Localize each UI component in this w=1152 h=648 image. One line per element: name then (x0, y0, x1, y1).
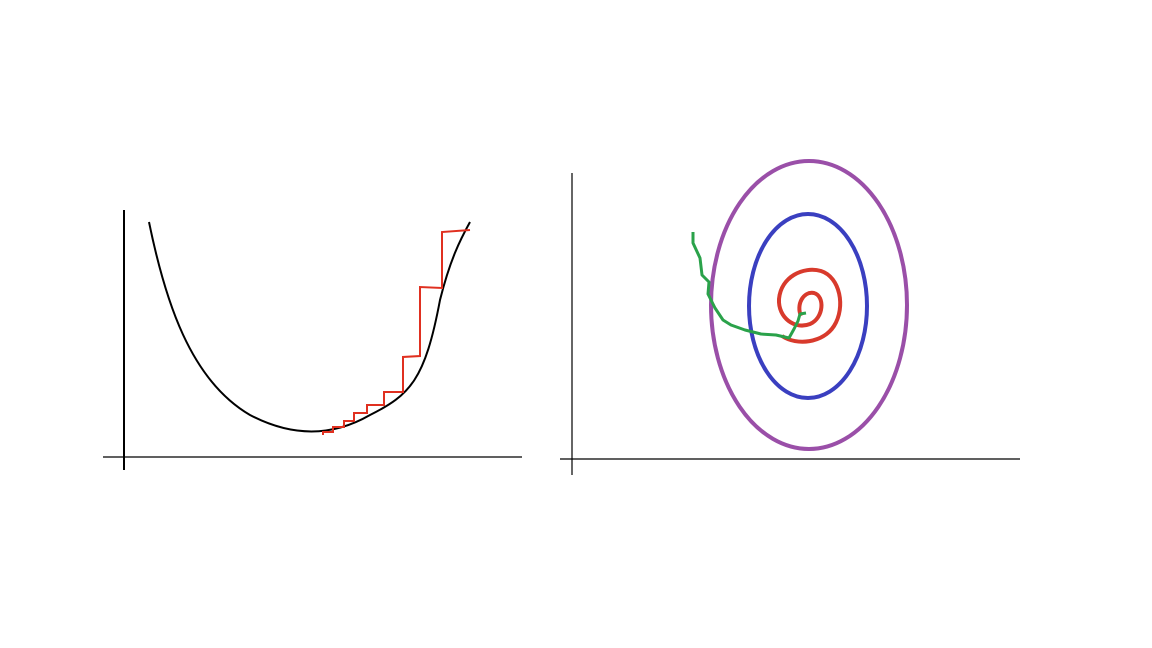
left-panel (103, 210, 522, 470)
gd-path (691, 232, 807, 340)
parabola-curve (148, 221, 471, 433)
contour-outer (709, 159, 909, 451)
right-panel (560, 159, 1020, 475)
gradient-steps (322, 229, 471, 435)
contour-middle (747, 212, 869, 400)
contour-inner-spiral (776, 267, 843, 344)
